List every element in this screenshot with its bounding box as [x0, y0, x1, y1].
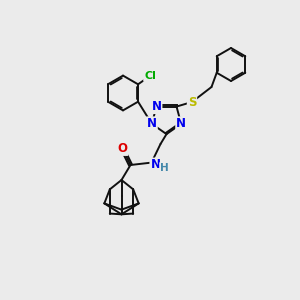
Text: H: H [160, 163, 169, 173]
Text: N: N [176, 117, 186, 130]
Text: O: O [117, 142, 128, 155]
Text: N: N [150, 158, 161, 172]
Text: Cl: Cl [144, 71, 156, 81]
Text: N: N [147, 117, 157, 130]
Text: N: N [152, 100, 161, 113]
Text: S: S [188, 95, 196, 109]
